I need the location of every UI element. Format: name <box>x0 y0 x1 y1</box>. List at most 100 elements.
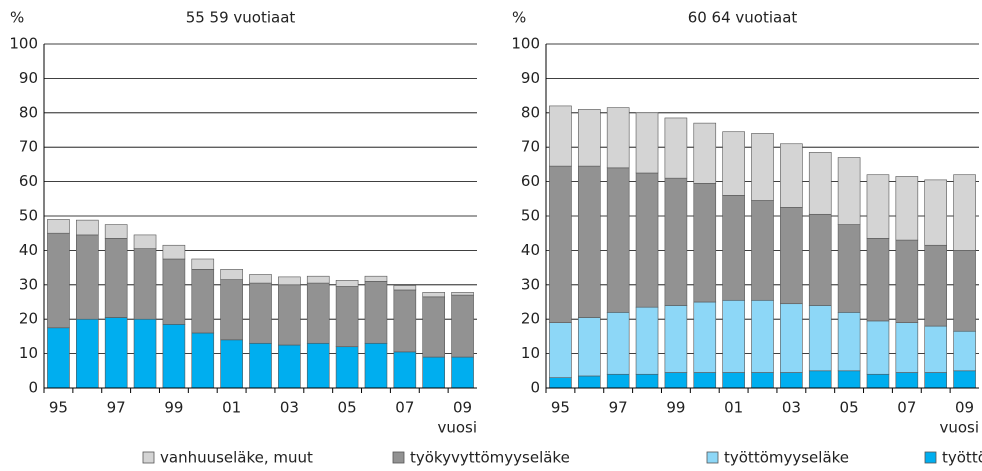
bar-segment <box>191 258 215 270</box>
bar-segment <box>837 312 861 372</box>
bar-segment <box>76 234 99 320</box>
bar-segment <box>162 244 186 260</box>
bar-segment <box>837 157 861 225</box>
x-tick-label: 01 <box>724 399 743 417</box>
bar-segment <box>895 239 919 323</box>
bar-segment <box>722 131 745 196</box>
bar-segment <box>664 372 688 389</box>
bar-segment <box>606 312 630 375</box>
x-tick-label: 05 <box>840 399 859 417</box>
y-tick-label: 50 <box>19 207 38 225</box>
y-tick-label: 90 <box>521 69 540 87</box>
bar-segment <box>751 299 774 373</box>
bar-segment <box>393 351 417 389</box>
bar-segment <box>866 320 890 375</box>
bar-segment <box>693 183 717 303</box>
bar-segment <box>220 269 243 280</box>
bar-segment <box>76 318 99 389</box>
bar-segment <box>577 375 601 389</box>
bar-segment <box>895 372 919 389</box>
bar-segment <box>577 109 601 167</box>
bar-segment <box>220 339 243 389</box>
bar-segment <box>104 317 128 389</box>
bar-segment <box>249 342 272 389</box>
bar-segment <box>606 373 630 389</box>
bar-segment <box>549 322 572 378</box>
y-axis-label: % <box>10 9 24 27</box>
bar-segment <box>837 224 861 313</box>
bar-segment <box>780 207 803 305</box>
x-tick-label: 95 <box>551 399 570 417</box>
bar-segment <box>577 317 601 377</box>
y-tick-label: 0 <box>530 379 540 397</box>
bar-segment <box>278 276 301 286</box>
y-tick-label: 80 <box>521 103 540 121</box>
bar-segment <box>104 238 128 318</box>
bar-segment <box>278 344 301 389</box>
x-tick-label: 09 <box>453 399 472 417</box>
bar-segment <box>162 258 186 325</box>
bar-segment <box>249 274 272 284</box>
y-tick-label: 60 <box>19 172 38 190</box>
bar-segment <box>451 356 474 389</box>
bar-segment <box>895 176 919 241</box>
x-tick-label: 07 <box>897 399 916 417</box>
bar-segment <box>306 342 330 389</box>
bar-segment <box>249 282 272 344</box>
bar-segment <box>664 117 688 179</box>
bar-segment <box>606 167 630 313</box>
y-tick-label: 70 <box>19 138 38 156</box>
bar-segment <box>451 292 474 296</box>
bar-segment <box>866 174 890 239</box>
bar-segment <box>895 322 919 373</box>
bar-segment <box>393 285 417 291</box>
legend-swatch <box>392 451 405 464</box>
y-tick-label: 50 <box>521 207 540 225</box>
bar-segment <box>133 234 157 249</box>
bar-segment <box>220 279 243 341</box>
bar-segment <box>866 238 890 322</box>
bar-segment <box>422 292 446 298</box>
bar-segment <box>133 318 157 389</box>
bar-segment <box>133 248 157 320</box>
y-tick-label: 10 <box>521 344 540 362</box>
bar-segment <box>549 377 572 389</box>
bar-segment <box>306 282 330 344</box>
bar-segment <box>635 306 659 375</box>
y-tick-label: 100 <box>9 35 38 53</box>
bar-segment <box>191 332 215 389</box>
bar-segment <box>306 275 330 284</box>
y-tick-label: 90 <box>19 69 38 87</box>
bar-segment <box>722 372 745 389</box>
bar-segment <box>924 372 948 389</box>
bar-segment <box>76 219 99 236</box>
bar-segment <box>364 281 388 344</box>
y-tick-label: 0 <box>28 379 38 397</box>
bar-segment <box>577 165 601 318</box>
legend-label: työttömät <box>942 449 982 467</box>
bar-segment <box>422 296 446 358</box>
bar-segment <box>278 284 301 346</box>
legend-swatch <box>924 451 937 464</box>
x-tick-label: 99 <box>666 399 685 417</box>
y-tick-label: 10 <box>19 344 38 362</box>
legend-label: vanhuuseläke, muut <box>160 449 313 467</box>
y-tick-label: 70 <box>521 138 540 156</box>
bar-segment <box>364 342 388 389</box>
bar-segment <box>549 165 572 323</box>
bar-segment <box>780 303 803 373</box>
bar-segment <box>837 370 861 389</box>
bar-segment <box>693 122 717 184</box>
bar-segment <box>47 232 70 329</box>
bar-segment <box>191 269 215 334</box>
bar-segment <box>924 244 948 327</box>
y-tick-label: 60 <box>521 172 540 190</box>
bar-segment <box>924 179 948 246</box>
bar-segment <box>751 133 774 201</box>
bar-segment <box>364 275 388 282</box>
x-tick-label: 97 <box>609 399 628 417</box>
bar-segment <box>751 200 774 301</box>
y-axis-label: % <box>512 9 526 27</box>
y-tick-label: 100 <box>511 35 540 53</box>
